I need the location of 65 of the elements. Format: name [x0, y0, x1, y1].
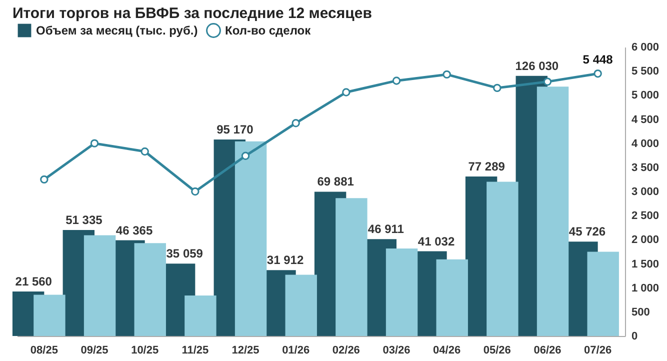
x-tick-label: 12/25	[232, 344, 260, 356]
bar	[34, 294, 66, 336]
y2-tick-label: 0	[632, 330, 638, 342]
point	[543, 78, 552, 86]
point	[493, 84, 502, 92]
point	[392, 76, 401, 85]
x-tick-label: 09/25	[80, 344, 108, 356]
data-label: 21 560	[15, 274, 52, 288]
x-tick-label: 07/26	[584, 344, 612, 356]
bar	[536, 86, 569, 336]
y2-tick-label: 5 500	[632, 66, 660, 78]
y2-tick-label: 4 500	[632, 114, 660, 126]
point	[594, 69, 602, 78]
data-label: 51 335	[66, 213, 103, 228]
bar	[436, 259, 468, 336]
point	[292, 119, 300, 128]
point	[241, 152, 250, 160]
x-tick-label: 03/26	[382, 344, 410, 356]
point	[40, 175, 48, 184]
data-label: 5 448	[582, 52, 614, 67]
data-label: 46 911	[368, 222, 404, 236]
chart-title: Итоги торгов на БВФБ за последние 12 месяцев	[12, 5, 372, 22]
y2-tick-label: 3 500	[632, 162, 660, 174]
legend-label: Кол-во сделок	[225, 24, 312, 38]
y2-tick-label: 1 000	[632, 282, 660, 294]
data-label: 46 365	[116, 223, 153, 238]
point	[442, 70, 451, 79]
x-tick-label: 10/25	[131, 344, 159, 356]
data-label: 35 059	[166, 246, 204, 261]
data-label: 69 881	[317, 174, 354, 189]
bar	[285, 274, 317, 336]
y2-tick-label: 4 000	[632, 138, 660, 150]
bar	[486, 182, 518, 336]
x-tick-label: 11/25	[182, 344, 209, 356]
point	[191, 187, 200, 196]
x-tick-label: 05/26	[483, 344, 511, 356]
x-tick-label: 02/26	[332, 344, 360, 356]
data-label: 31 912	[266, 253, 304, 268]
point	[342, 88, 350, 96]
bar	[134, 243, 166, 336]
y2-tick-label: 3 000	[632, 186, 660, 198]
data-label: 45 726	[568, 224, 606, 239]
y2-tick-label: 2 500	[632, 210, 660, 222]
x-tick-label: 01/26	[282, 344, 310, 356]
data-label: 41 032	[418, 234, 455, 248]
point	[90, 139, 99, 148]
x-tick-label: 04/26	[433, 344, 461, 356]
bar	[234, 141, 267, 336]
y2-tick-label: 5 000	[632, 90, 660, 102]
bar	[184, 296, 216, 336]
y2-tick-label: 500	[632, 306, 650, 318]
y2-tick-label: 1 500	[632, 258, 660, 270]
point	[140, 147, 149, 156]
legend-label: Объем за месяц (тыс. руб.)	[36, 24, 198, 38]
x-tick-label: 06/26	[534, 344, 562, 356]
bar	[587, 252, 619, 336]
bar	[386, 248, 418, 336]
data-label: 77 289	[468, 159, 506, 174]
y2-tick-label: 6 000	[632, 42, 660, 54]
data-label: 95 170	[216, 122, 254, 137]
bar	[84, 235, 116, 336]
x-tick-label: 08/25	[30, 344, 58, 356]
data-label: 126 030	[515, 58, 559, 73]
y2-tick-label: 2 000	[632, 234, 660, 246]
bar	[336, 198, 368, 336]
